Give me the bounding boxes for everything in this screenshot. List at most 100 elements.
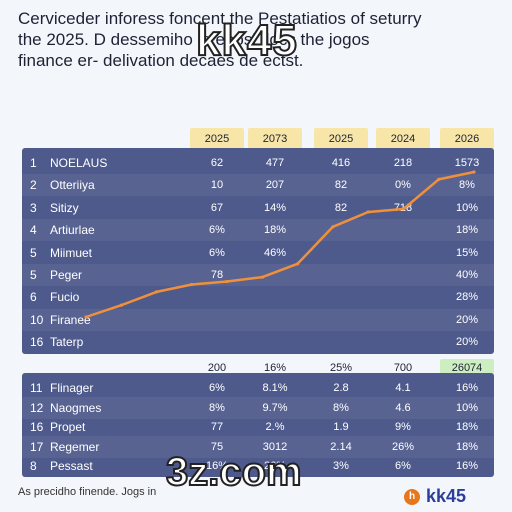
chart-title-block: Cerviceder inforess foncent the Pestatia… [18,8,498,71]
table-row: 16 Taterp 20% [22,331,494,353]
title-line-2: the 2025. D dessemiho le eeosi tlocs the… [18,30,370,49]
brand-logo: h kk45 [404,486,466,507]
table-row: 2 Otteriiya 10 207 82 0% 8% [22,174,494,197]
row-index: 10 [30,312,44,327]
column-header: 2025 [314,128,368,150]
title-line-1: Cerviceder inforess foncent the Pestatia… [18,9,422,28]
table-cell: 20% [455,336,479,349]
table-cell: 78 [210,269,224,281]
table-row: 8 Pessast 16% 26% 3% 6% 16% [22,455,494,477]
table-cell: 3% [333,460,349,472]
column-header: 2025 [190,128,244,150]
row-label: Regemer [50,439,100,454]
table-cell: 82 [334,201,348,214]
table-cell: 18% [263,224,287,237]
table-cell: 1.9 [333,421,349,433]
row-label: Artiurlae [50,223,95,238]
table-cell: 75 [210,440,224,453]
table-cell: 10% [455,401,479,414]
table-cell: 82 [334,179,348,192]
mid-header-cell: 25% [329,362,353,374]
table-cell: 6% [209,246,225,259]
table-cell: 4.6 [395,401,411,414]
table-cell: 18% [455,421,479,433]
row-label: Sitizy [50,200,79,215]
table-cell: 416 [331,157,351,169]
table-row: 16 Propet 77 2.% 1.9 9% 18% [22,416,494,438]
watermark-bottom: 3z.com [165,449,303,495]
mid-header-cell: 26074 [440,359,494,377]
table-panel-top: 1 NOELAUS 62 477 416 218 1573 2 Otteriiya 10 207 82… [22,148,494,354]
table-row: 6 Fucio 28% [22,286,494,308]
row-index: 1 [30,156,37,170]
row-label: Miimuet [50,245,93,260]
row-index: 4 [30,223,37,238]
row-label: Flinager [50,381,94,395]
table-cell: 14% [263,201,287,214]
table-cell: 2.14 [330,440,352,453]
table-row: 10 Firanee 20% [22,308,494,331]
row-label: Firanee [50,312,91,327]
table-row: 12 Naogmes 8% 9.7% 8% 4.6 10% [22,396,494,419]
table-cell: 77 [210,421,224,433]
column-header-row: 2025 2073 2025 2024 2026 [186,128,494,150]
table-cell: 9% [395,421,411,433]
table-cell: 20% [455,313,479,326]
table-panel-bottom: 11 Flinager 6% 8.1% 2.8 4.1 16% 12 Naogmes 8% 9.7%… [22,373,494,477]
row-index: 17 [30,439,44,454]
mid-header-row: 200 16% 25% 700 26074 [186,359,494,377]
table-cell: 477 [265,157,285,169]
watermark-top: kk45 [195,15,298,66]
row-index: 16 [30,420,44,434]
column-header: 2073 [248,128,302,150]
row-index: 8 [30,459,37,473]
row-label: Otteriiya [50,178,95,193]
mid-header-cell: 700 [393,362,413,374]
row-index: 11 [30,381,43,395]
table-cell: 2.8 [333,382,349,394]
table-row: 17 Regemer 75 3012 2.14 26% 18% [22,435,494,458]
table-row: 3 Sitizy 67 14% 82 718 10% [22,197,494,219]
row-label: NOELAUS [50,156,108,170]
table-cell: 16% [455,382,479,394]
table-cell: 16% [455,460,479,472]
table-cell: 1573 [454,157,480,169]
table-cell: 2.% [265,421,285,433]
table-cell: 10% [455,201,479,214]
row-label: Propet [50,420,86,434]
table-cell: 67 [210,201,224,214]
table-cell: 16% [205,460,229,472]
row-index: 16 [30,335,44,350]
table-cell: 46% [263,246,287,259]
row-index: 6 [30,290,37,305]
row-label: Fucio [50,290,80,305]
table-cell: 8.1% [262,382,288,394]
table-cell: 8% [209,401,225,414]
table-cell: 8% [333,401,349,414]
table-row: 11 Flinager 6% 8.1% 2.8 4.1 16% [22,377,494,399]
row-index: 12 [30,400,44,415]
table-cell: 18% [455,224,479,237]
row-label: Pessast [50,459,93,473]
table-cell: 0% [395,179,411,192]
table-row: 5 Peger 78 40% [22,264,494,286]
logo-text: kk45 [426,486,467,506]
table-cell: 26% [263,460,287,472]
table-cell: 28% [455,291,479,304]
table-row: 5 Miimuet 6% 46% 15% [22,242,494,264]
table-row: 4 Artiurlae 6% 18% 18% [22,219,494,242]
logo-mark-icon: h [404,488,420,505]
row-label: Peger [50,268,83,282]
table-cell: 6% [209,382,225,394]
table-cell: 3012 [262,440,288,453]
table-cell: 62 [210,157,224,169]
table-cell: 6% [209,224,225,237]
table-cell: 9.7% [262,401,288,414]
footer-text: As precidho finende. Jogs in [18,486,157,498]
column-header: 2024 [376,128,430,150]
table-cell: 207 [265,179,285,192]
table-cell: 10 [210,179,224,192]
table-cell: 8% [459,179,475,192]
table-cell: 6% [395,460,411,472]
row-index: 2 [30,178,37,193]
